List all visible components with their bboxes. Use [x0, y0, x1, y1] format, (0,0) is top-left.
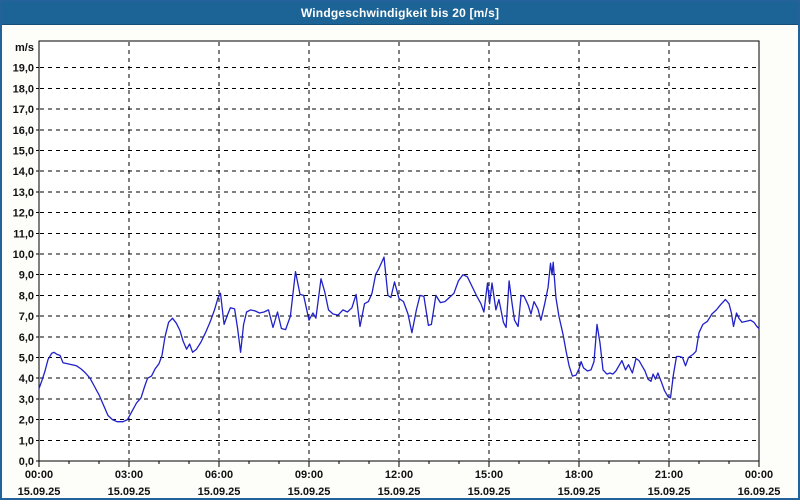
y-tick-label: 12,0 — [13, 208, 34, 220]
y-tick-label: 17,0 — [13, 104, 34, 116]
y-tick-label: 7,0 — [19, 311, 34, 323]
x-date-label: 15.09.25 — [108, 486, 151, 498]
y-tick-label: 15,0 — [13, 146, 34, 158]
y-tick-label: 3,0 — [19, 394, 34, 406]
y-tick-label: 5,0 — [19, 353, 34, 365]
x-tick-label: 18:00 — [565, 469, 593, 481]
y-tick-label: 16,0 — [13, 125, 34, 137]
wind-speed-line — [38, 256, 760, 423]
y-tick-label: 14,0 — [13, 166, 34, 178]
x-tick-label: 09:00 — [295, 469, 323, 481]
x-tick-label: 15:00 — [475, 469, 503, 481]
y-axis-unit-label: m/s — [15, 42, 34, 54]
x-date-label: 15.09.25 — [198, 486, 241, 498]
x-date-label: 15.09.25 — [648, 486, 691, 498]
x-date-label: 15.09.25 — [378, 486, 421, 498]
x-tick-label: 03:00 — [115, 469, 143, 481]
y-tick-label: 18,0 — [13, 83, 34, 95]
y-tick-label: 9,0 — [19, 270, 34, 282]
y-tick-label: 0,0 — [19, 456, 34, 468]
y-tick-label: 1,0 — [19, 435, 34, 447]
x-date-label: 15.09.25 — [288, 486, 331, 498]
x-tick-label: 21:00 — [655, 469, 683, 481]
y-tick-label: 10,0 — [13, 249, 34, 261]
y-tick-label: 11,0 — [13, 228, 34, 240]
chart-title: Windgeschwindigkeit bis 20 [m/s] — [300, 6, 500, 20]
x-date-label: 15.09.25 — [468, 486, 511, 498]
x-tick-label: 00:00 — [25, 469, 53, 481]
y-tick-label: 2,0 — [19, 415, 34, 427]
x-date-label: 15.09.25 — [558, 486, 601, 498]
y-tick-label: 19,0 — [13, 63, 34, 75]
x-tick-label: 06:00 — [205, 469, 233, 481]
chart-svg: 0,0 1,0 2,0 3,0 4,0 5,0 6,0 7,0 8,0 9,0 10,0 11,0 12… — [13, 40, 781, 498]
y-tick-label: 13,0 — [13, 187, 34, 199]
y-tick-label: 8,0 — [19, 290, 34, 302]
x-date-label: 16.09.25 — [738, 486, 781, 498]
x-date-label: 15.09.25 — [18, 486, 61, 498]
y-tick-label: 4,0 — [19, 373, 34, 385]
y-tick-label: 6,0 — [19, 332, 34, 344]
title-bar: Windgeschwindigkeit bis 20 [m/s] — [2, 2, 798, 25]
x-tick-label: 00:00 — [745, 469, 773, 481]
x-tick-label: 12:00 — [385, 469, 413, 481]
